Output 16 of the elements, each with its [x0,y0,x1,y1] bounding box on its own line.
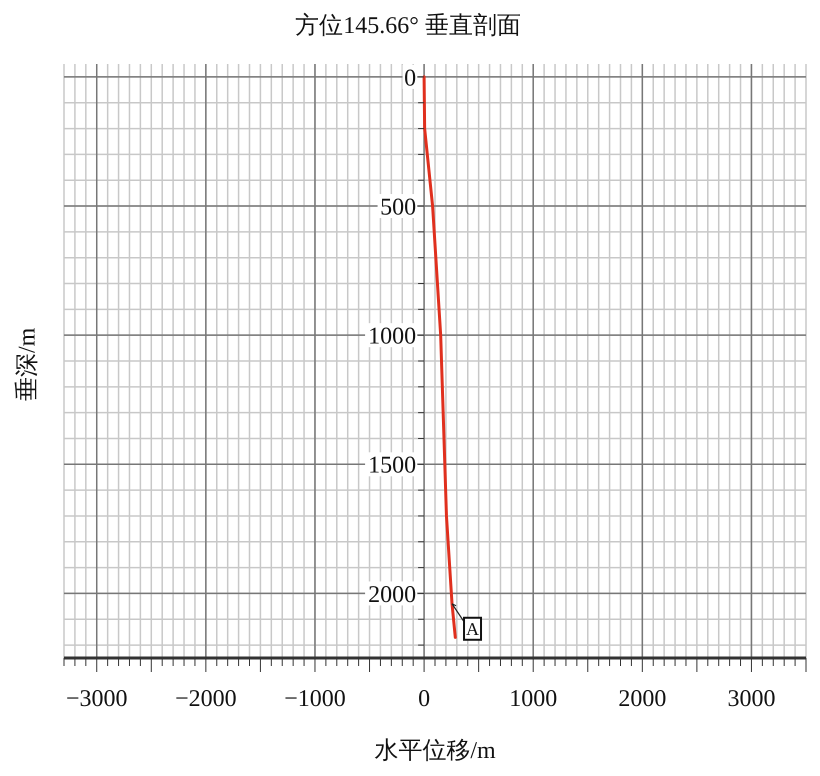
y-tick-label: 0 [404,65,416,92]
y-tick-label: 1500 [368,452,416,479]
x-tick-label: 2000 [618,686,666,712]
y-tick-label: 1000 [368,324,416,350]
y-tick-label: 500 [380,194,416,220]
y-tick-label: 2000 [368,582,416,608]
x-tick-label: −2000 [175,686,237,712]
chart-title: 方位145.66° 垂直剖面 [294,12,522,41]
x-tick-label: 3000 [727,686,776,712]
x-tick-label: 1000 [509,686,558,712]
line-series [422,75,457,639]
x-tick-label: −1000 [284,686,346,712]
x-tick-label: −3000 [66,686,128,712]
x-axis-title: 水平位移/m [374,738,496,764]
y-axis-title: 垂深/m [14,327,41,401]
annotation: A [466,619,480,640]
